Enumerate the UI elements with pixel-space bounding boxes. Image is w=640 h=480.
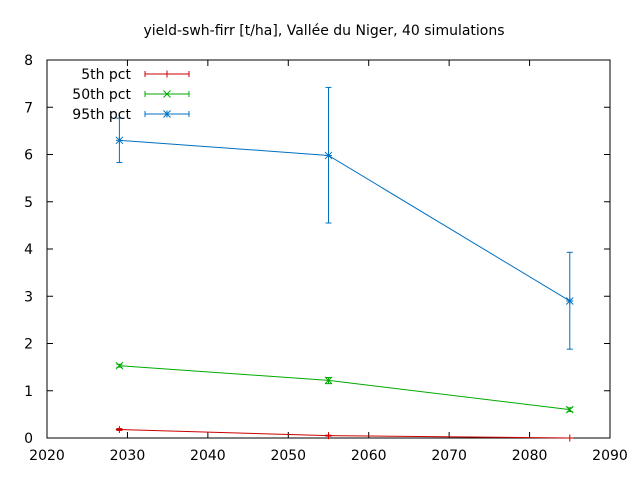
chart-title: yield-swh-firr [t/ha], Vallée du Niger, …: [143, 23, 504, 39]
series-line: [119, 139, 571, 302]
x-tick-label: 2050: [270, 448, 306, 464]
series-layer: [115, 86, 574, 442]
series: [115, 361, 574, 414]
data-point: [324, 151, 333, 160]
legend-marker-stroke: [163, 90, 171, 98]
x-tick-label: 2070: [431, 448, 467, 464]
legend-item: 95th pct: [72, 107, 190, 123]
legend-marker-stroke: [163, 110, 171, 118]
y-tick-label: 1: [24, 384, 33, 400]
series: [115, 86, 574, 350]
data-point: [325, 432, 332, 440]
y-tick-label: 3: [24, 289, 33, 305]
legend-label: 50th pct: [72, 87, 131, 103]
data-point: [115, 361, 124, 370]
legend-marker: [163, 90, 171, 98]
y-tick-label: 2: [24, 337, 33, 353]
data-point-stroke: [115, 136, 124, 145]
y-tick-label: 7: [24, 100, 33, 116]
legend-item: 50th pct: [72, 87, 190, 103]
y-tick-label: 8: [24, 53, 33, 69]
data-point: [115, 425, 123, 433]
legend-label: 5th pct: [81, 67, 131, 83]
legend-marker: [163, 70, 171, 78]
y-tick-label: 6: [24, 148, 33, 164]
data-point-stroke: [565, 297, 574, 305]
y-tick-label: 0: [24, 431, 33, 447]
x-tick-label: 2030: [110, 448, 146, 464]
data-point: [565, 405, 574, 414]
axes: 2020 2030 2040 2050 2060 2070 2080 2090 0 1 2 3 4 5 6 7…: [24, 53, 628, 464]
x-tick-label: 2060: [351, 448, 387, 464]
data-point: [565, 297, 574, 305]
data-point: [324, 376, 333, 385]
data-point-stroke: [565, 405, 574, 414]
data-point: [115, 136, 124, 145]
data-point-stroke: [115, 361, 124, 370]
legend: 5th pct 50th pct 95th pct: [72, 67, 190, 123]
x-tick-label: 2090: [592, 448, 628, 464]
data-point-stroke: [324, 376, 333, 385]
legend-item: 5th pct: [81, 67, 190, 83]
data-point: [566, 434, 574, 442]
series-line: [119, 428, 570, 439]
y-tick-label: 5: [24, 195, 33, 211]
x-tick-label: 2080: [512, 448, 548, 464]
data-point-stroke: [324, 151, 333, 160]
y-tick-label: 4: [24, 242, 33, 258]
legend-marker: [163, 110, 171, 118]
x-tick-label: 2020: [29, 448, 65, 464]
series-line: [119, 365, 570, 411]
series: [115, 425, 574, 442]
legend-label: 95th pct: [72, 107, 131, 123]
x-tick-label: 2040: [190, 448, 226, 464]
